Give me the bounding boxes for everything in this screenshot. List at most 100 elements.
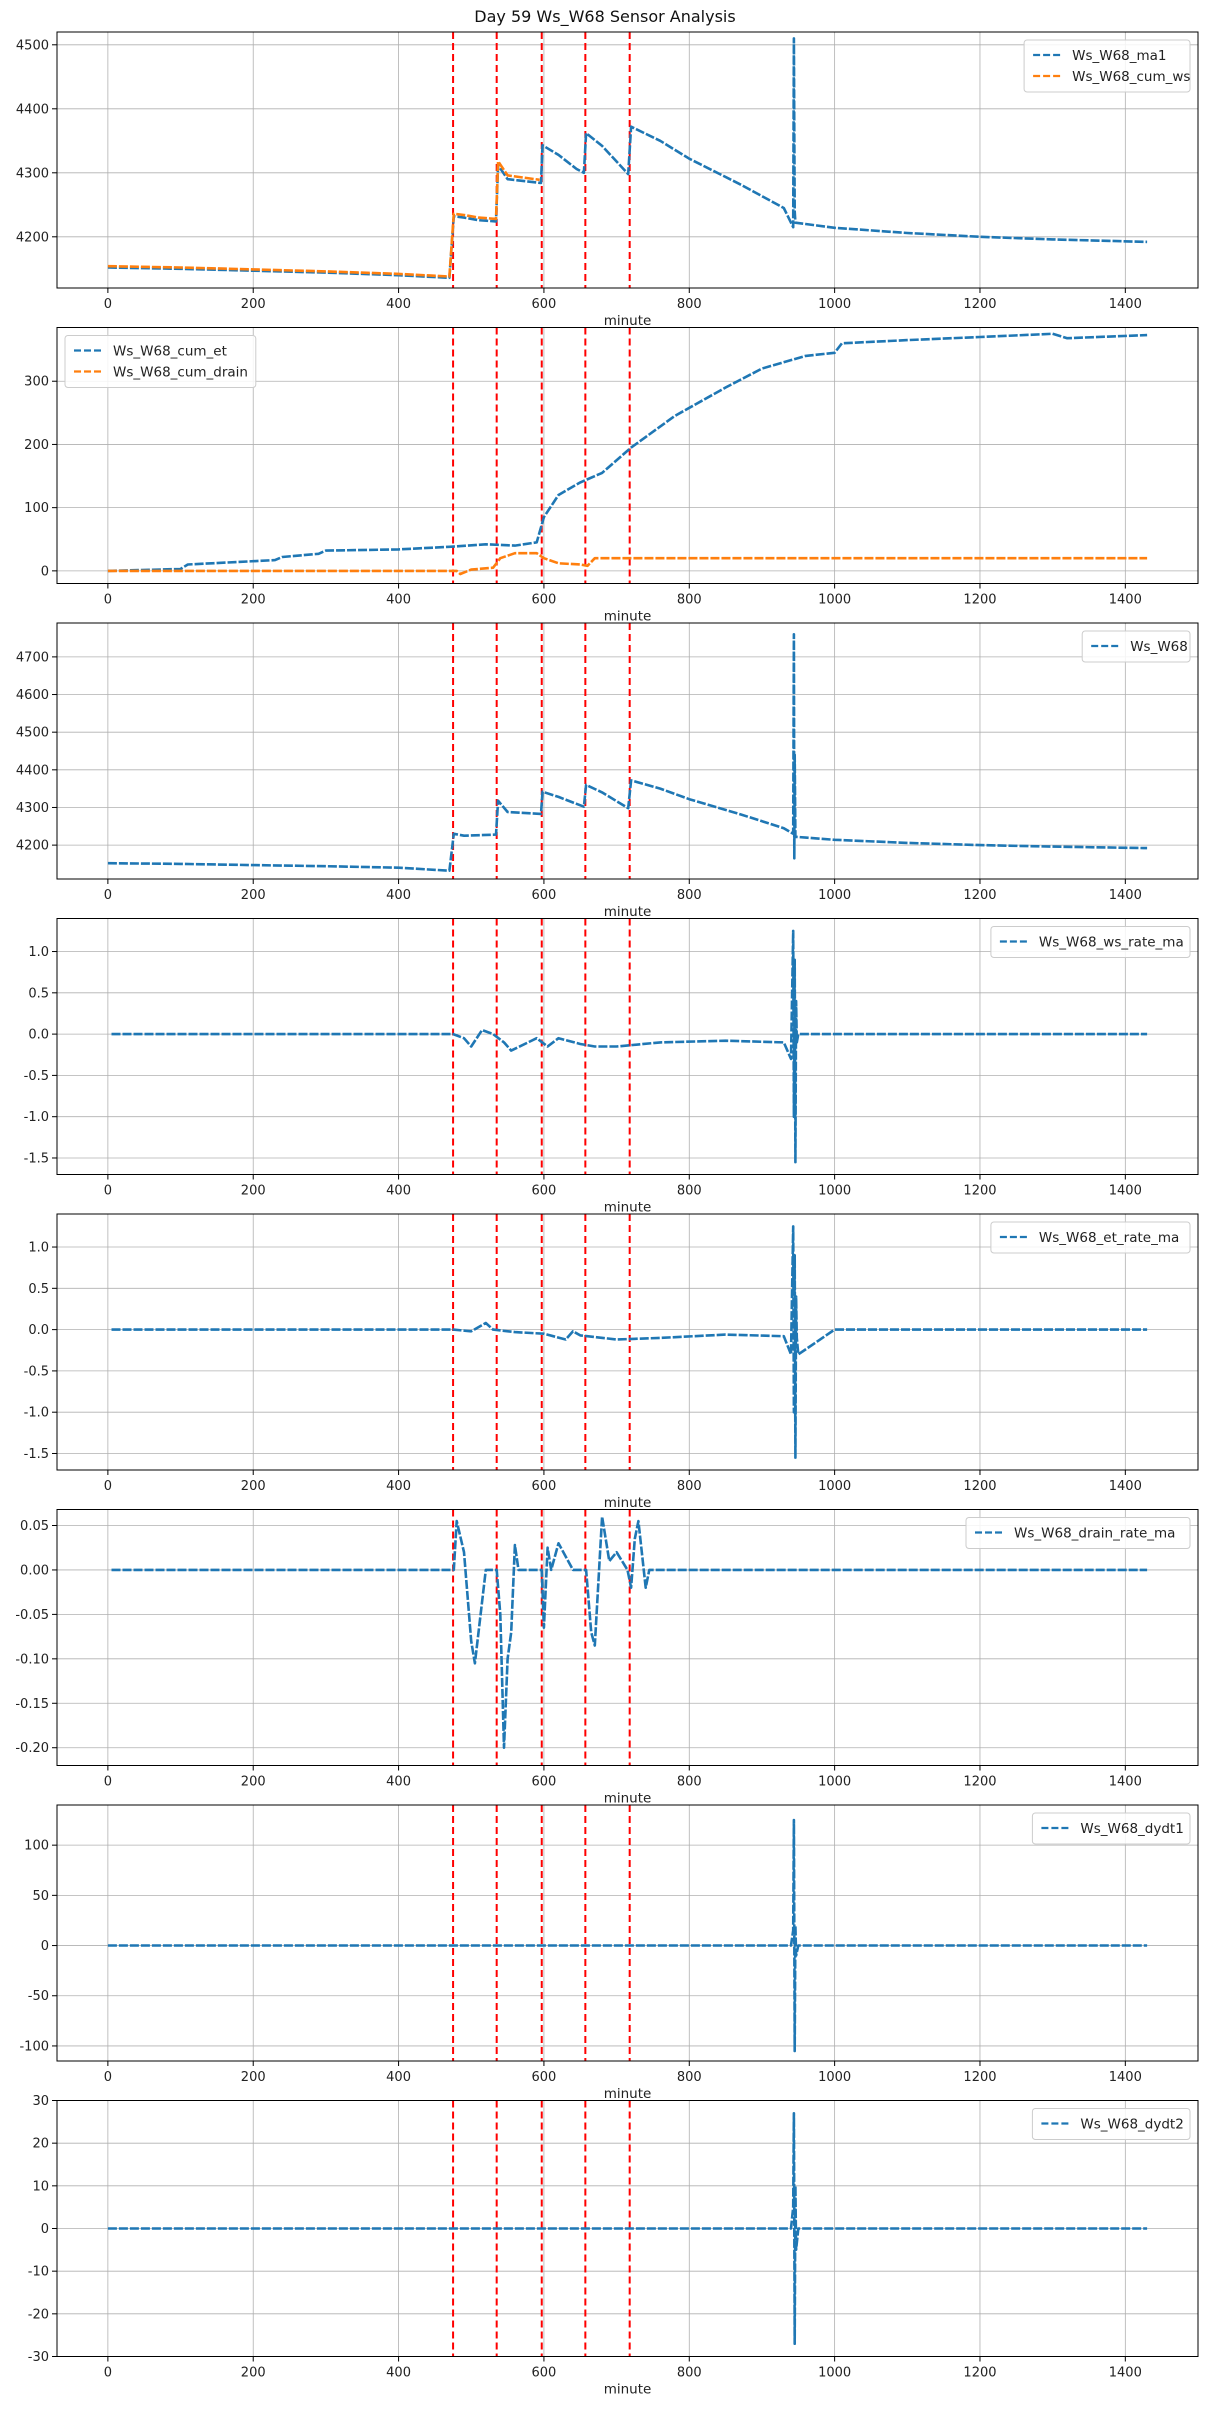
y-tick-label: 1.0 <box>28 1241 49 1256</box>
x-tick-label: 1200 <box>963 1479 996 1494</box>
series-line-ws-w68-drain-rate-ma <box>111 1515 1148 1749</box>
x-tick-label: 400 <box>386 1479 411 1494</box>
x-axis-label: minute <box>604 1200 652 1216</box>
x-tick-label: 1000 <box>818 1775 851 1790</box>
subplot-8: 0 200 400 600 800 1000 1200 1400 -30 -20 -10 0 10 20 3… <box>28 2094 1199 2398</box>
x-tick-label: 1400 <box>1109 297 1142 312</box>
x-tick-label: 600 <box>532 1479 557 1494</box>
y-tick-label: 4300 <box>16 801 49 816</box>
y-tick-label: 100 <box>24 501 49 516</box>
x-tick-label: 1200 <box>963 593 996 608</box>
legend: Ws_W68_et_rate_ma <box>990 1221 1191 1254</box>
legend-box <box>64 335 257 388</box>
axes-frame <box>56 918 1199 1175</box>
figure-title: Day 59 Ws_W68 Sensor Analysis <box>474 7 735 27</box>
axes-frame <box>56 1804 1199 2062</box>
y-tick-label: -0.20 <box>15 1741 49 1756</box>
x-tick-label: 600 <box>532 2366 557 2381</box>
y-tick-label: -0.5 <box>24 1364 49 1379</box>
axes-frame <box>56 327 1199 584</box>
legend-box <box>1031 2108 1191 2140</box>
x-tick-label: 0 <box>104 1479 112 1494</box>
x-tick-label: 1400 <box>1109 1184 1142 1199</box>
x-tick-label: 200 <box>241 888 266 903</box>
legend-box <box>990 1221 1191 1254</box>
x-tick-label: 1000 <box>818 297 851 312</box>
y-tick-label: -1.5 <box>24 1447 49 1462</box>
x-tick-label: 200 <box>241 1184 266 1199</box>
x-tick-label: 1200 <box>963 2366 996 2381</box>
legend-label: Ws_W68_cum_ws <box>1072 69 1190 85</box>
x-tick-label: 800 <box>677 888 702 903</box>
subplot-1: 0 200 400 600 800 1000 1200 1400 4200 4300 4400 450… <box>16 31 1199 329</box>
legend-label: Ws_W68_ma1 <box>1072 48 1166 64</box>
legend-label: Ws_W68 <box>1130 639 1188 655</box>
y-tick-label: -30 <box>28 2350 49 2365</box>
y-tick-label: -0.5 <box>24 1069 49 1084</box>
y-tick-label: 4600 <box>16 688 49 703</box>
x-axis-label: minute <box>604 313 652 329</box>
y-tick-label: 4400 <box>16 102 49 117</box>
x-tick-label: 800 <box>677 297 702 312</box>
y-tick-label: 0 <box>41 564 49 579</box>
legend: Ws_W68_dydt1 <box>1031 1812 1191 1845</box>
x-tick-label: 0 <box>104 1775 112 1790</box>
x-tick-label: 800 <box>677 1775 702 1790</box>
subplots: 0 200 400 600 800 1000 1200 1400420043004400450… <box>15 31 1199 2398</box>
legend: Ws_W68_drain_rate_ma <box>965 1517 1191 1549</box>
x-tick-label: 400 <box>386 888 411 903</box>
x-axis-label: minute <box>604 2086 652 2102</box>
axes-frame <box>56 1509 1199 1766</box>
y-tick-label: 4400 <box>16 763 49 778</box>
axes-frame <box>56 1213 1199 1471</box>
y-tick-label: 1.0 <box>28 945 49 960</box>
legend-label: Ws_W68_dydt2 <box>1080 2117 1183 2133</box>
x-tick-label: 600 <box>532 2070 557 2085</box>
subplot-6: 0 200 400 600 800 1000 1200 1400 -0.20 -0.15 -0.10… <box>15 1509 1199 1807</box>
y-tick-label: 0.5 <box>28 986 49 1001</box>
y-tick-label: 0.05 <box>20 1519 49 1534</box>
x-tick-label: 800 <box>677 1184 702 1199</box>
x-tick-label: 600 <box>532 1184 557 1199</box>
y-tick-label: -10 <box>28 2265 49 2280</box>
x-tick-label: 0 <box>104 2366 112 2381</box>
series-line-ws-w68-cum-ws <box>107 160 540 278</box>
y-tick-label: 300 <box>24 375 49 390</box>
y-tick-label: 4200 <box>16 839 49 854</box>
y-tick-label: -100 <box>19 2039 49 2054</box>
x-tick-label: 1400 <box>1109 1479 1142 1494</box>
x-tick-label: 1200 <box>963 2070 996 2085</box>
x-tick-label: 400 <box>386 2070 411 2085</box>
x-tick-label: 200 <box>241 2366 266 2381</box>
x-tick-label: 1200 <box>963 297 996 312</box>
x-tick-label: 1400 <box>1109 888 1142 903</box>
y-tick-label: -20 <box>28 2307 49 2322</box>
legend-box <box>1023 39 1191 93</box>
x-tick-label: 800 <box>677 593 702 608</box>
x-tick-label: 1000 <box>818 2070 851 2085</box>
y-tick-label: -0.05 <box>15 1608 49 1623</box>
x-tick-label: 800 <box>677 1479 702 1494</box>
x-tick-label: 200 <box>241 593 266 608</box>
x-tick-label: 1000 <box>818 1184 851 1199</box>
axes-frame <box>56 622 1199 880</box>
x-axis-label: minute <box>604 2382 652 2398</box>
x-tick-label: 0 <box>104 593 112 608</box>
y-tick-label: -0.15 <box>15 1697 49 1712</box>
x-tick-label: 200 <box>241 1479 266 1494</box>
subplot-2: 0 200 400 600 800 1000 1200 1400 0 100 200 300 minut… <box>24 327 1199 625</box>
x-tick-label: 0 <box>104 1184 112 1199</box>
legend: Ws_W68_cum_et Ws_W68_cum_drain <box>64 335 257 388</box>
x-tick-label: 1400 <box>1109 593 1142 608</box>
subplot-4: 0 200 400 600 800 1000 1200 1400 -1.5 -1.0 -0.5 0.0… <box>24 918 1199 1216</box>
x-tick-label: 0 <box>104 2070 112 2085</box>
y-tick-label: 4500 <box>16 726 49 741</box>
legend-label: Ws_W68_dydt1 <box>1080 1821 1183 1837</box>
x-tick-label: 400 <box>386 1775 411 1790</box>
series-line-ws-w68-ws-rate-ma <box>111 929 1148 1164</box>
x-tick-label: 400 <box>386 2366 411 2381</box>
series-line-ws-w68-et-rate-ma <box>111 1225 1148 1459</box>
y-tick-label: 4500 <box>16 38 49 53</box>
x-tick-label: 600 <box>532 1775 557 1790</box>
legend-box <box>965 1517 1191 1549</box>
